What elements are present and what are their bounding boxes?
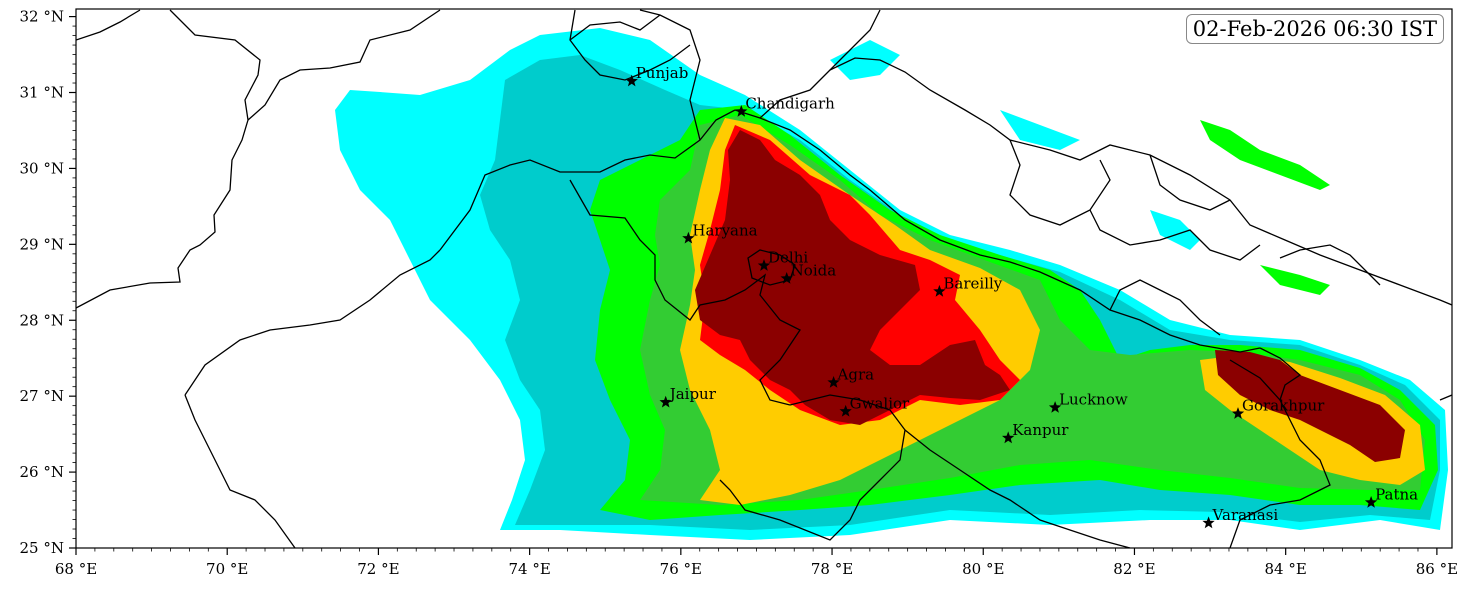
intensity-region: [1000, 110, 1080, 150]
state-boundary-up-north: [734, 109, 1261, 353]
x-tick-label: 72 °E: [357, 560, 399, 578]
y-tick-label: 29 °N: [20, 235, 64, 253]
nepal-internal-4: [1279, 244, 1381, 286]
y-tick-label: 25 °N: [20, 539, 64, 557]
y-tick-label: 31 °N: [20, 84, 64, 102]
city-star-icon: [1002, 431, 1015, 444]
intensity-region: [695, 130, 1010, 425]
state-boundary-rajasthan-north: [247, 9, 441, 121]
x-tick-label: 68 °E: [55, 560, 97, 578]
y-tick-label: 27 °N: [20, 387, 64, 405]
timestamp-label: 02-Feb-2026 06:30 IST: [1185, 14, 1444, 44]
city-label: Delhi: [768, 249, 808, 267]
city-label: Punjab: [636, 64, 689, 82]
east-border: [1439, 394, 1452, 401]
state-boundary-jk: [569, 14, 661, 41]
nepal-internal-5: [1109, 279, 1221, 336]
city-star-icon: [1202, 516, 1215, 529]
x-tick-label: 78 °E: [811, 560, 853, 578]
city-label: Agra: [837, 366, 875, 384]
plot-frame: [75, 8, 1453, 549]
city-label: Gorakhpur: [1242, 397, 1325, 415]
x-tick-label: 70 °E: [206, 560, 248, 578]
city-label: Lucknow: [1059, 391, 1128, 409]
city-label: Jaipur: [668, 385, 717, 403]
axis-ticks: 68 °E 70 °E 72 °E 74 °E 76 °E 78 °E 80 °E 82 °E…: [20, 8, 1459, 578]
district-lines-hp: [569, 9, 691, 81]
y-tick-label: 32 °N: [20, 8, 64, 26]
nepal-internal-2: [1089, 209, 1261, 261]
city-label: Varanasi: [1212, 506, 1279, 524]
city-star-icon: [659, 395, 672, 408]
mp-south-boundary: [904, 429, 1131, 548]
city-star-icon: [780, 272, 793, 284]
city-star-icon: [827, 376, 840, 388]
city-label: Haryana: [692, 221, 757, 239]
x-tick-label: 80 °E: [962, 560, 1004, 578]
international-boundary-west: [76, 9, 261, 309]
city-star-icon: [1231, 407, 1245, 419]
city-star-icon: [933, 284, 946, 297]
nepal-internal-3: [1149, 154, 1231, 211]
delhi-boundary: [747, 249, 796, 286]
boundaries: [76, 9, 1452, 548]
city-star-icon: [735, 105, 748, 117]
intensity-region: [1260, 265, 1330, 295]
city-label: Patna: [1375, 485, 1418, 503]
city-star-icon: [1364, 496, 1378, 508]
x-tick-label: 82 °E: [1113, 560, 1155, 578]
city-label: Bareilly: [943, 274, 1002, 292]
y-tick-label: 26 °N: [20, 463, 64, 481]
x-tick-label: 76 °E: [660, 560, 702, 578]
coastline-west: [184, 394, 296, 548]
x-tick-label: 86 °E: [1416, 560, 1458, 578]
intensity-region: [1200, 120, 1330, 190]
state-boundary-uttarakhand: [759, 9, 881, 119]
state-boundary-mp-up: [719, 394, 906, 541]
city-star-icon: [757, 259, 771, 271]
x-tick-label: 74 °E: [508, 560, 550, 578]
intensity-region: [1150, 210, 1200, 250]
y-tick-label: 28 °N: [20, 311, 64, 329]
city-star-icon: [839, 404, 852, 417]
city-label: Gwalior: [850, 394, 910, 412]
intensity-region: [1215, 350, 1405, 462]
intensity-region: [830, 40, 900, 80]
state-boundary-gujarat: [184, 249, 441, 396]
state-boundary-haryana-rajasthan: [569, 179, 801, 406]
bihar-up-border-2: [1229, 359, 1281, 401]
city-star-icon: [625, 74, 638, 87]
city-label: Kanpur: [1012, 421, 1069, 439]
city-star-icon: [1048, 401, 1062, 413]
city-label: Chandigarh: [745, 94, 835, 112]
intensity-fields: [335, 28, 1448, 540]
city-label: Noida: [791, 262, 837, 280]
international-boundary-west-2: [76, 9, 141, 41]
y-tick-label: 30 °N: [20, 159, 64, 177]
nepal-border: [829, 57, 1452, 306]
x-tick-label: 84 °E: [1265, 560, 1307, 578]
city-star-icon: [682, 231, 695, 244]
state-boundary-uk: [639, 9, 701, 141]
nepal-internal-1: [1009, 139, 1111, 226]
state-boundary-bihar: [1229, 347, 1331, 548]
